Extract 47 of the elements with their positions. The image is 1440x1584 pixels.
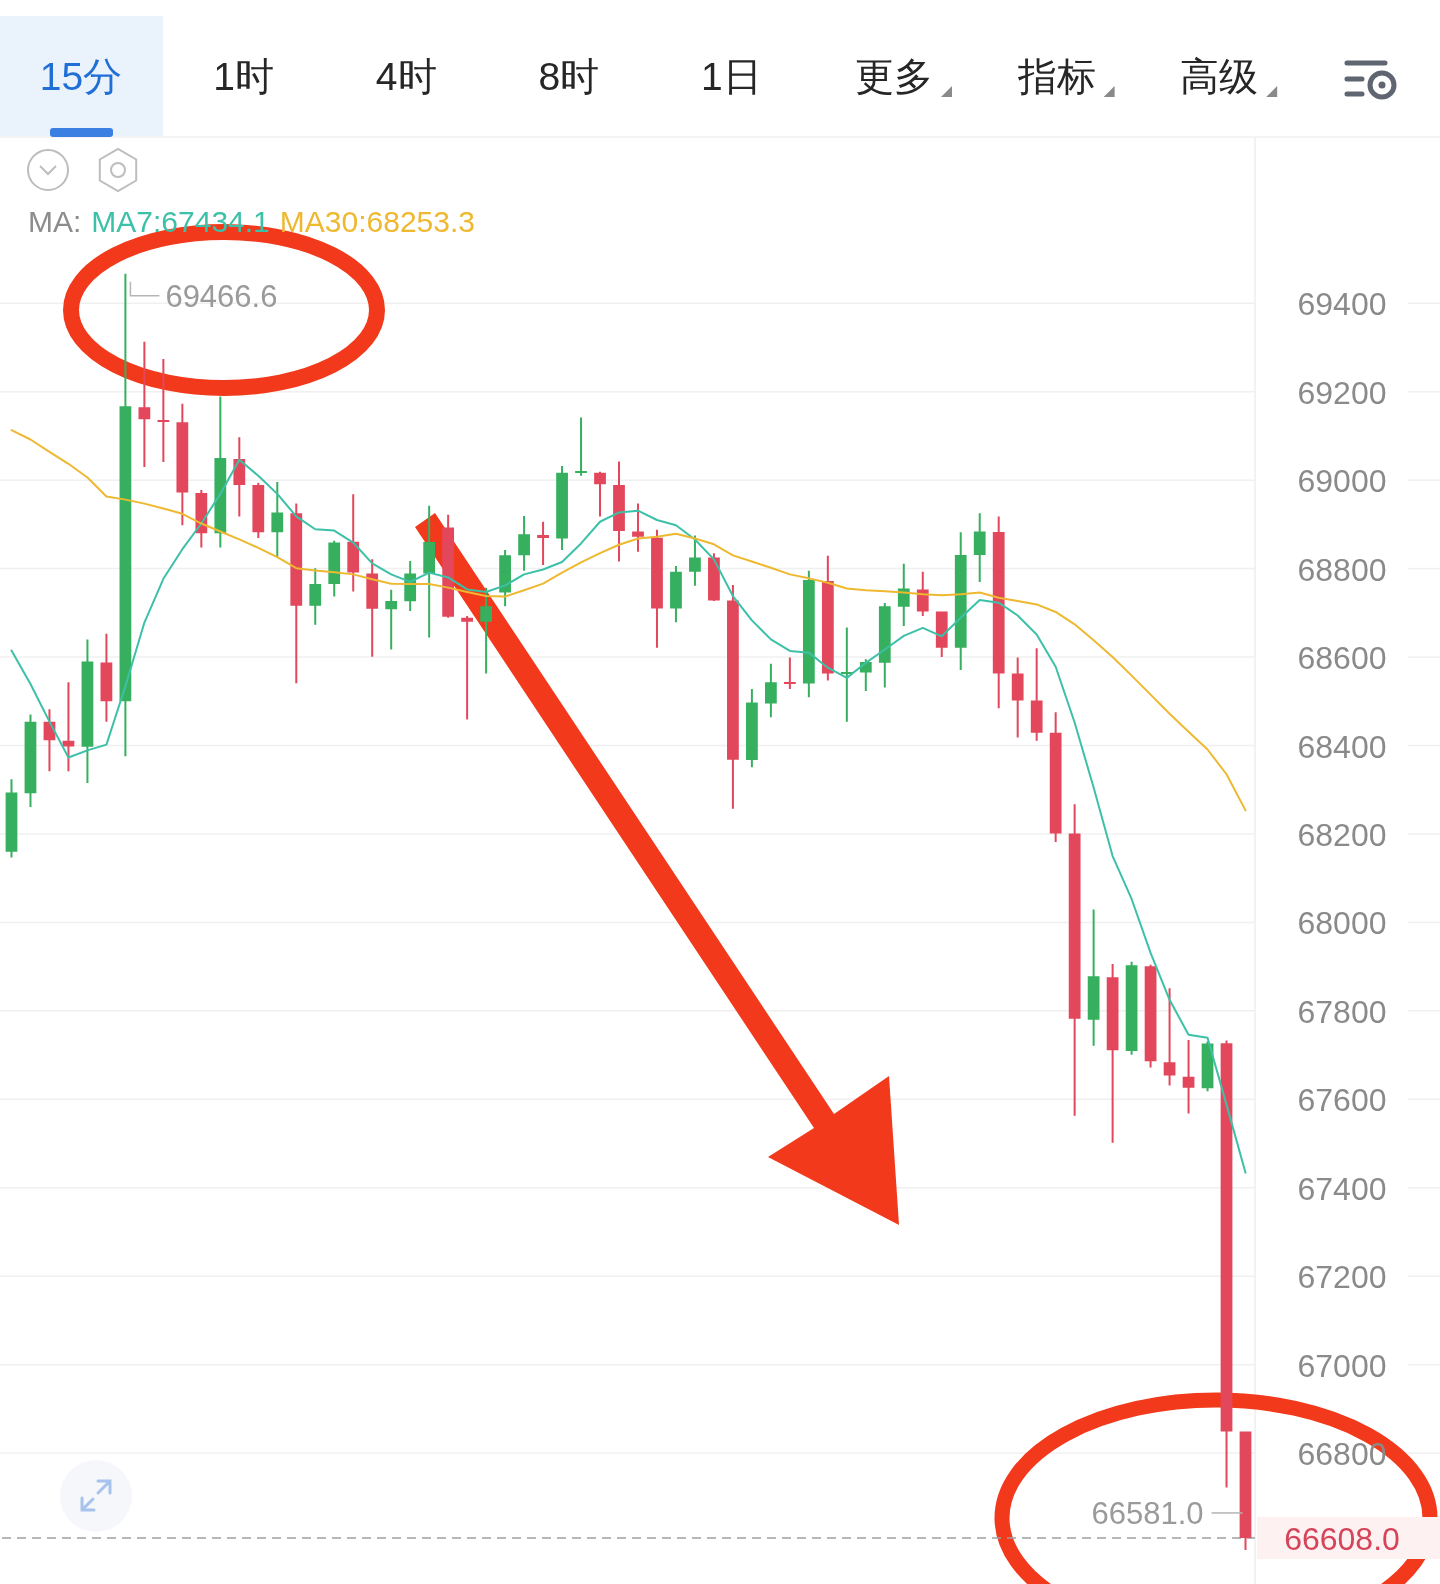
- legend: MA: MA7:67434.1 MA30:68253.3: [28, 205, 475, 238]
- candlestick: [461, 615, 474, 720]
- tab-label: 更多: [855, 55, 933, 98]
- tab-selected: 15分: [0, 16, 163, 137]
- y-tick-label: 69200: [1297, 374, 1387, 411]
- candlestick: [973, 513, 986, 582]
- y-tick-label: 66800: [1297, 1436, 1387, 1473]
- y-tick-label: 68600: [1297, 640, 1387, 677]
- candlestick: [783, 657, 796, 689]
- y-tick-label: 67600: [1297, 1082, 1387, 1119]
- tab-label: 1日: [701, 55, 762, 98]
- candlestick: [1087, 909, 1100, 1046]
- candlestick: [840, 627, 853, 722]
- legend-item: MA7:67434.1: [91, 205, 270, 238]
- y-tick-label: 66608.0: [1284, 1521, 1400, 1558]
- legend-title: MA:: [28, 205, 82, 238]
- candlestick: [309, 568, 322, 625]
- y-tick-label: 69000: [1297, 463, 1387, 500]
- tab-label: 高级: [1180, 55, 1259, 98]
- candlestick: [138, 341, 151, 467]
- y-tick-label: 68200: [1297, 816, 1387, 853]
- y-tick-label: 68800: [1297, 551, 1387, 588]
- y-tick-label: 67400: [1297, 1170, 1387, 1207]
- candlestick: [1011, 657, 1024, 738]
- y-tick-label: 67800: [1297, 993, 1387, 1030]
- legend-item: MA30:68253.3: [279, 205, 475, 238]
- line-series: [10, 429, 1247, 812]
- tab-label: 8时: [538, 55, 600, 98]
- candlestick: [480, 587, 492, 674]
- candlestick: [385, 589, 398, 650]
- tab-label: 1时: [213, 55, 274, 98]
- candlestick: [765, 663, 777, 718]
- y-tick-label: 67000: [1297, 1347, 1387, 1384]
- candlestick: [632, 503, 644, 552]
- high-low-label: 69466.6: [129, 278, 278, 314]
- candlestick: [1030, 648, 1043, 741]
- tab-label: 指标: [1017, 55, 1096, 98]
- y-tick-label: 67200: [1297, 1259, 1387, 1296]
- candlestick: [575, 417, 587, 476]
- y-tick-label: 68400: [1297, 728, 1387, 765]
- tab-label: 4时: [375, 55, 437, 98]
- high-low-label: 66581.0: [1091, 1495, 1244, 1531]
- candlestick: [537, 521, 549, 566]
- line-series: [10, 458, 1247, 1174]
- candlestick: [157, 359, 170, 463]
- y-tick-label: 68000: [1297, 905, 1387, 942]
- y-tick-label: 69400: [1297, 286, 1387, 323]
